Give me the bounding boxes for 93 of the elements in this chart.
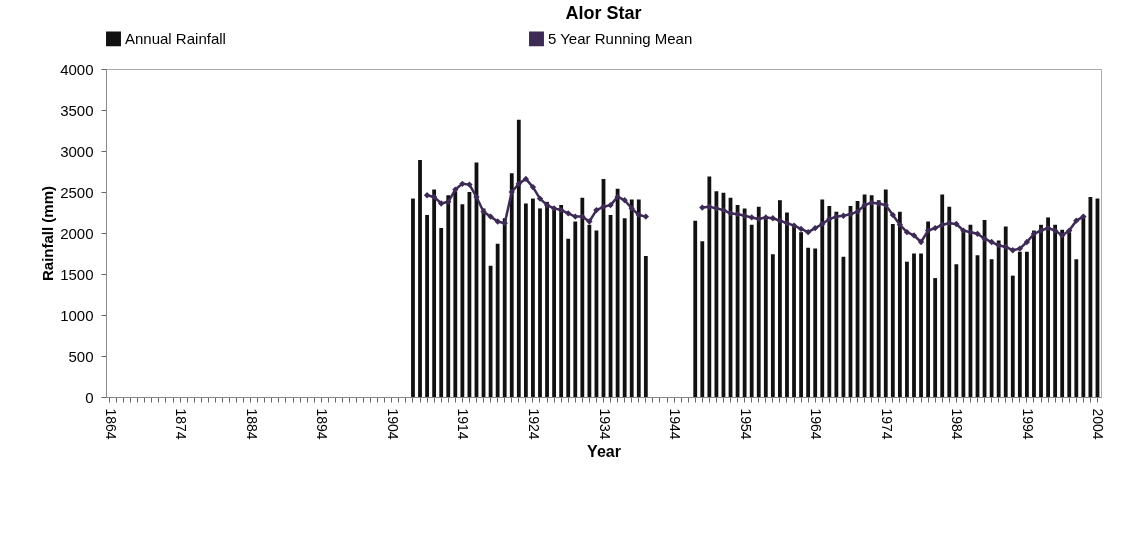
bar — [439, 228, 444, 397]
bar — [940, 194, 945, 397]
x-tick-label: 1904 — [384, 408, 401, 440]
bar — [495, 243, 500, 397]
bar — [636, 199, 641, 397]
x-tick-label: 1934 — [596, 408, 613, 440]
x-tick-label: 1914 — [455, 408, 472, 440]
x-tick-label: 1994 — [1019, 408, 1036, 440]
y-axis-title: Rainfall (mm) — [39, 185, 57, 282]
bar — [523, 203, 528, 397]
bar — [770, 254, 775, 397]
bar — [813, 248, 818, 397]
bar — [418, 160, 422, 397]
bar — [912, 253, 916, 397]
bar — [538, 208, 542, 397]
bar — [693, 220, 698, 397]
bar — [1025, 251, 1029, 397]
bar — [778, 200, 782, 397]
y-tick-label: 2500 — [60, 183, 94, 201]
y-tick-label: 3000 — [60, 142, 94, 160]
bar — [897, 211, 902, 397]
bar — [820, 199, 825, 397]
bar — [926, 221, 931, 397]
chart-title: Alor Star — [565, 3, 642, 23]
y-tick-label: 1500 — [60, 265, 94, 283]
y-tick-label: 500 — [68, 347, 94, 365]
bar — [989, 259, 994, 397]
bar — [756, 206, 761, 397]
x-axis-title: Year — [587, 442, 621, 460]
bar — [806, 247, 811, 397]
x-tick-label: 1974 — [878, 408, 895, 440]
y-tick-label: 2000 — [60, 224, 94, 242]
y-tick-label: 3500 — [60, 101, 94, 119]
bar — [763, 216, 768, 397]
bar — [559, 205, 564, 397]
bar — [1003, 226, 1008, 397]
bar — [834, 211, 839, 397]
bar — [792, 224, 796, 397]
bar — [446, 195, 451, 397]
y-tick-label: 4000 — [60, 60, 94, 78]
bar — [954, 264, 959, 397]
x-tick-label: 1894 — [314, 408, 331, 440]
bar — [509, 173, 514, 397]
bar — [919, 253, 923, 397]
bar — [622, 218, 627, 397]
bar — [933, 278, 938, 397]
bar — [1046, 217, 1050, 397]
bar — [425, 214, 429, 397]
bar — [785, 212, 789, 397]
bar — [545, 201, 549, 397]
bar — [996, 240, 1001, 397]
bar — [460, 204, 465, 397]
x-tick-label: 1884 — [243, 408, 260, 440]
x-tick-label: 1954 — [737, 408, 754, 440]
bar — [827, 205, 832, 397]
bar — [862, 194, 867, 397]
y-tick-label: 0 — [85, 388, 94, 406]
x-tick-label: 1944 — [667, 408, 684, 440]
bar — [947, 206, 952, 397]
bar — [883, 189, 888, 397]
x-tick-label: 1964 — [808, 408, 825, 440]
x-tick-label: 1864 — [102, 408, 119, 440]
bar — [1010, 275, 1015, 397]
x-tick-label: 2004 — [1090, 408, 1107, 440]
bar — [566, 238, 571, 397]
bar — [707, 176, 712, 397]
bar — [1039, 224, 1043, 397]
bar — [700, 241, 705, 397]
bar — [905, 261, 909, 397]
y-tick-label: 1000 — [60, 306, 94, 324]
legend-label: 5 Year Running Mean — [548, 29, 693, 47]
bar — [643, 255, 648, 397]
bar — [1032, 230, 1036, 397]
legend-label: Annual Rainfall — [125, 29, 226, 47]
bar — [1060, 229, 1065, 397]
bar — [531, 198, 535, 397]
bar — [742, 208, 747, 397]
x-tick-label: 1924 — [525, 408, 542, 440]
bar — [749, 224, 754, 397]
bar — [615, 188, 620, 397]
bar — [502, 218, 507, 397]
bar — [1053, 224, 1058, 397]
bar — [432, 189, 437, 397]
bar — [890, 223, 895, 397]
bar — [869, 195, 874, 397]
bar — [580, 197, 585, 397]
bar — [411, 198, 415, 397]
x-tick-label: 1984 — [949, 408, 966, 440]
x-tick-label: 1874 — [173, 408, 190, 440]
bar — [516, 119, 521, 397]
bar — [1074, 259, 1079, 397]
bar — [629, 199, 634, 397]
bar — [876, 200, 881, 397]
